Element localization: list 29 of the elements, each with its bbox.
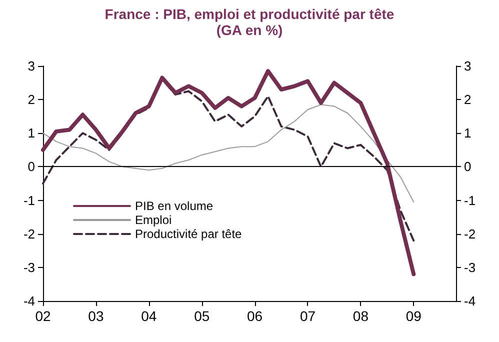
y2-tick-label: 3 xyxy=(464,58,472,74)
x-tick-label: 04 xyxy=(141,308,157,324)
y-tick-label: -3 xyxy=(23,260,35,275)
y-tick-label: 2 xyxy=(28,92,35,108)
y2-tick-label: -2 xyxy=(464,226,476,242)
y2-tick-label: 0 xyxy=(464,159,472,174)
chart-subtitle: (GA en %) xyxy=(216,22,283,38)
legend-label: Emploi xyxy=(135,213,172,227)
y-tick-label: 0 xyxy=(28,159,35,174)
y2-tick-label: 2 xyxy=(464,92,472,108)
x-tick-label: 02 xyxy=(35,308,51,324)
y2-tick-label: 1 xyxy=(464,126,472,141)
y2-tick-label: -4 xyxy=(464,294,476,308)
x-tick-label: 08 xyxy=(352,308,369,324)
y2-tick-label: -3 xyxy=(464,260,476,275)
y-tick-label: -1 xyxy=(23,192,35,208)
y-tick-label: -4 xyxy=(23,294,35,308)
x-tick-label: 09 xyxy=(406,308,422,324)
legend-label: PIB en volume xyxy=(135,199,214,213)
y-tick-label: 1 xyxy=(28,126,35,141)
y-tick-label: 3 xyxy=(28,58,35,74)
x-tick-label: 03 xyxy=(88,308,104,324)
y-tick-label: -2 xyxy=(23,226,35,242)
x-tick-label: 07 xyxy=(300,308,316,324)
x-tick-label: 06 xyxy=(247,308,263,324)
y2-tick-label: -1 xyxy=(464,192,476,208)
legend-label: Productivité par tête xyxy=(135,227,242,241)
chart-title: France : PIB, emploi et productivité par tête xyxy=(104,6,394,22)
x-tick-label: 05 xyxy=(194,308,210,324)
